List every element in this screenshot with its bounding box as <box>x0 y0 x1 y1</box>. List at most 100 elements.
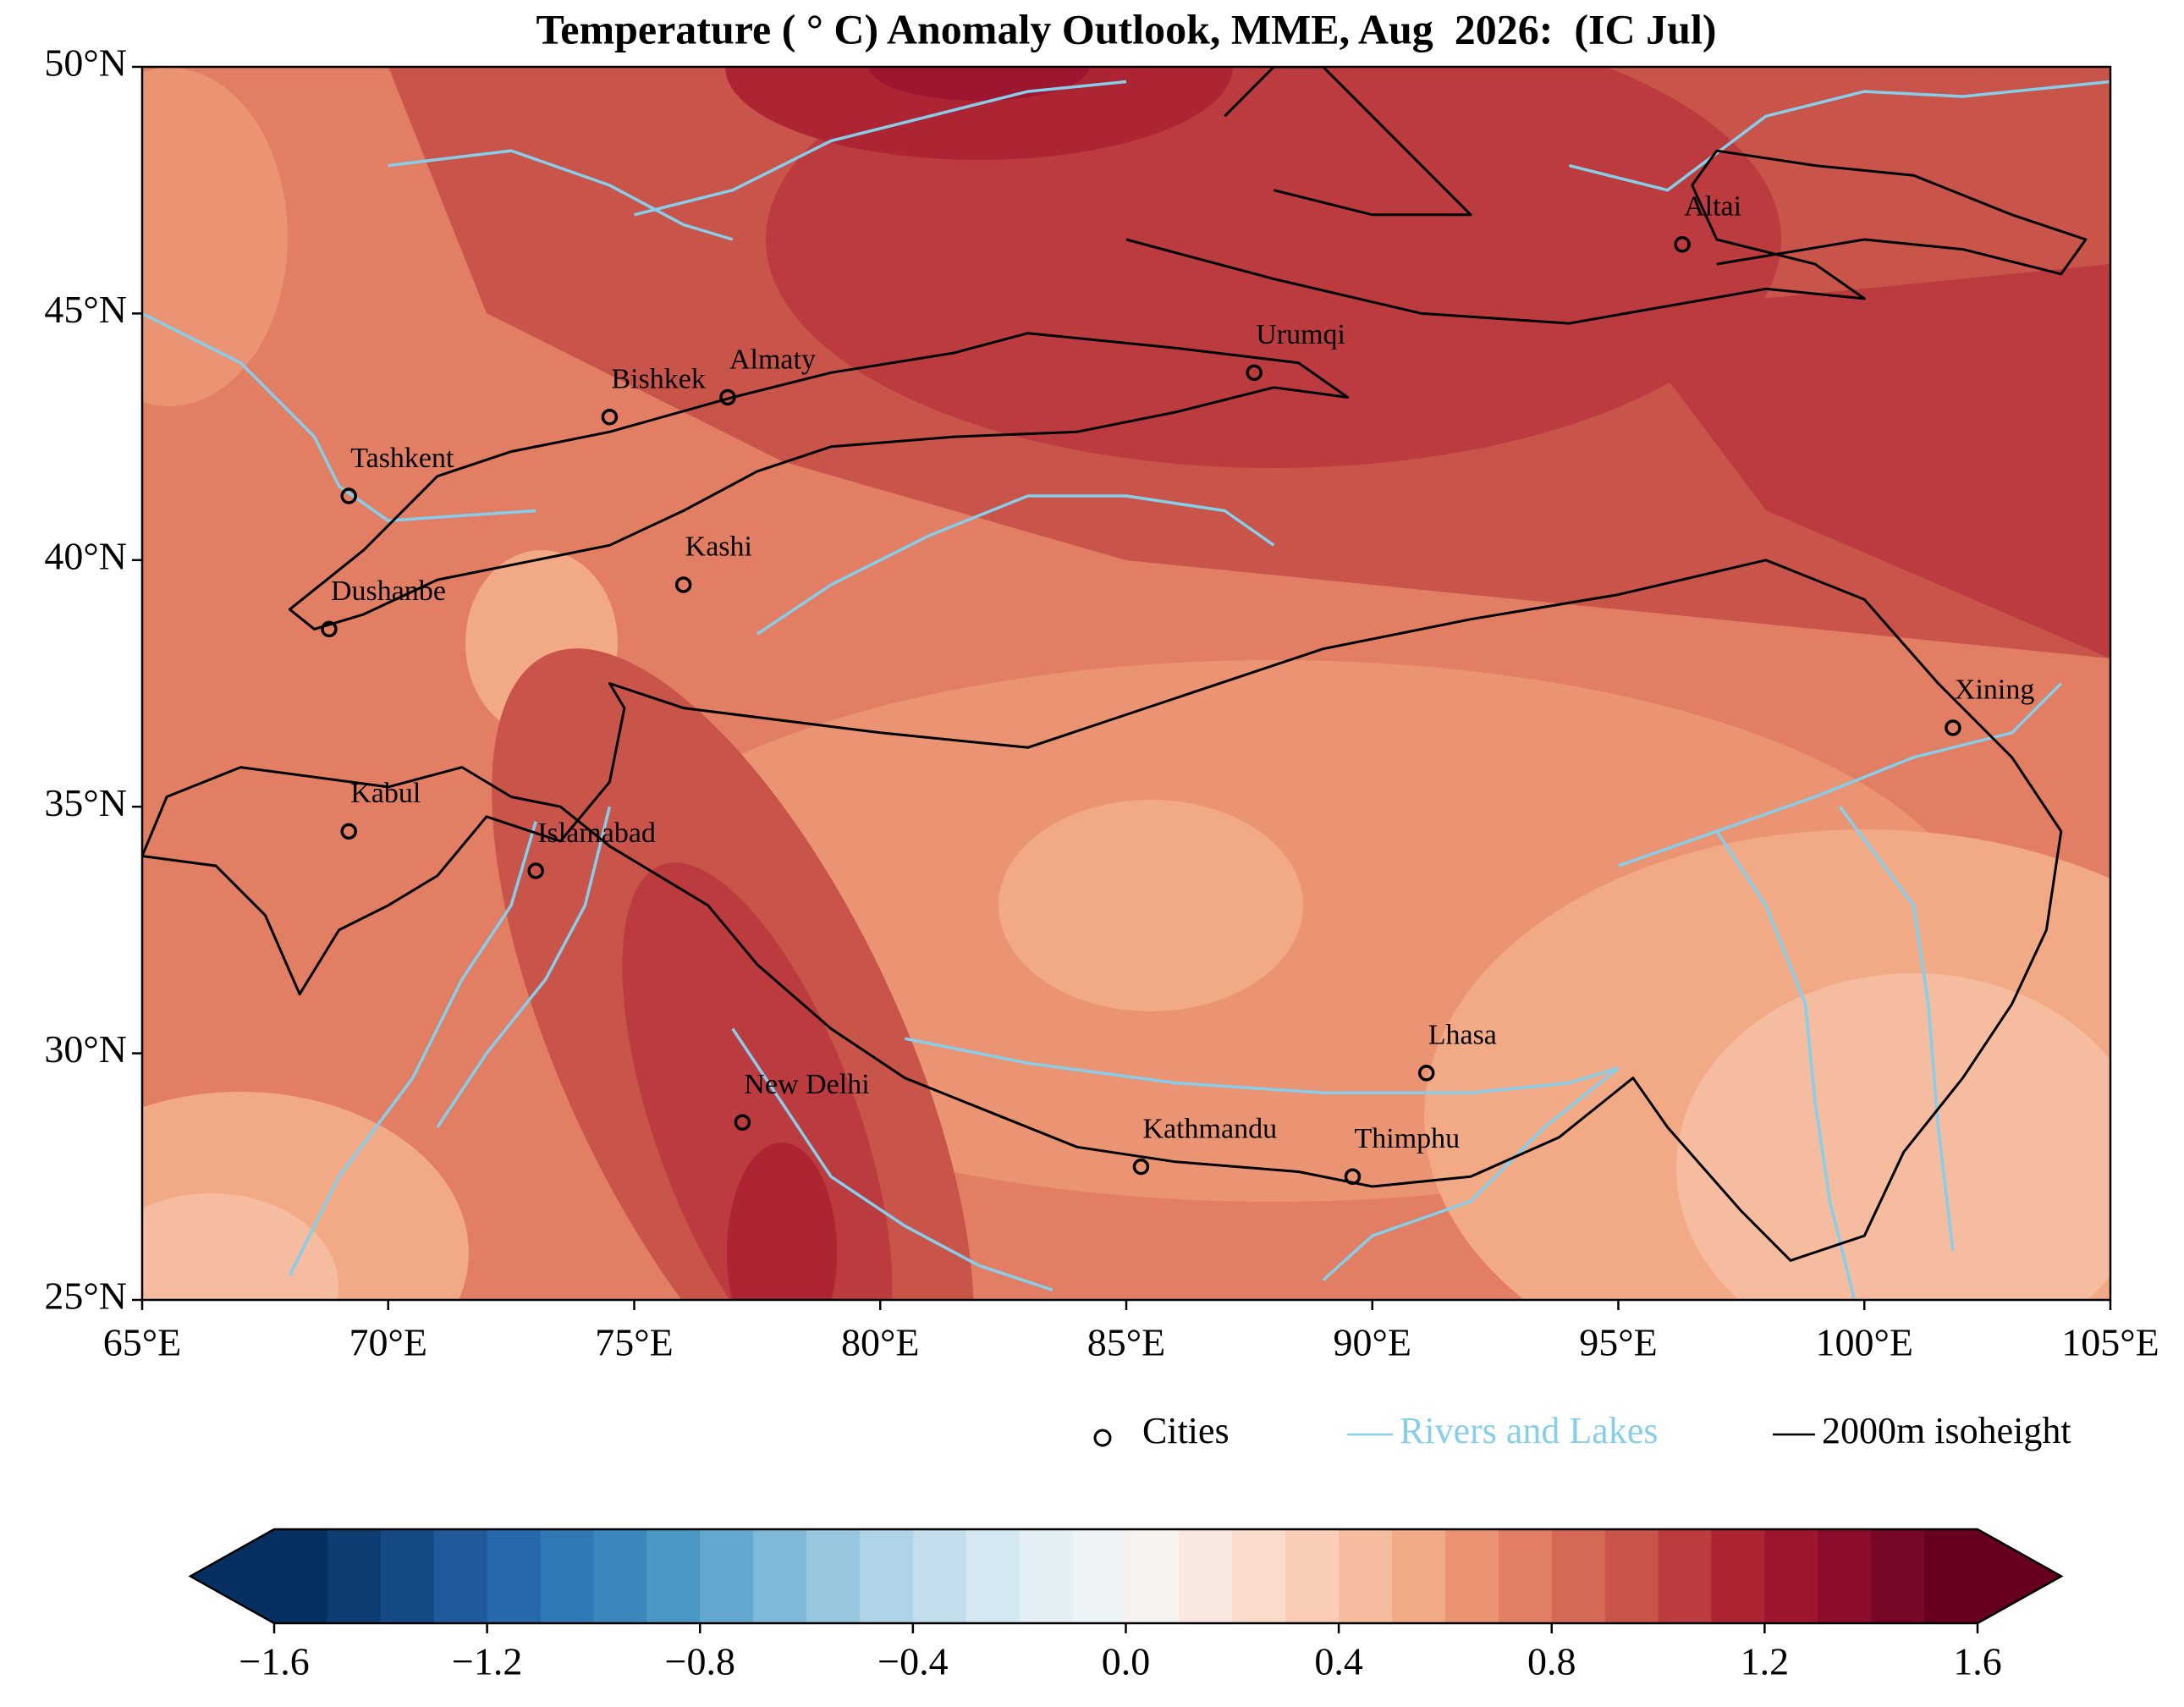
legend-label: Rivers and Lakes <box>1400 1410 1658 1451</box>
colorbar-bin <box>1392 1529 1446 1623</box>
river <box>388 149 734 241</box>
city-label: Kashi <box>685 531 752 563</box>
geo-lines <box>142 67 2110 1300</box>
y-tick-label: 35°N <box>44 781 127 824</box>
colorbar-bin <box>593 1529 647 1623</box>
city-marker <box>1132 1158 1150 1176</box>
river <box>436 806 612 1128</box>
city-marker <box>1417 1065 1435 1082</box>
city-marker <box>719 388 736 406</box>
colorbar-tick-label: 1.2 <box>1741 1640 1790 1683</box>
colorbar-bin <box>1924 1529 1978 1623</box>
colorbar-bin <box>1339 1529 1393 1623</box>
colorbar-bin <box>1232 1529 1286 1623</box>
legend-label: Cities <box>1142 1410 1230 1451</box>
colorbar-bin <box>965 1529 1020 1623</box>
colorbar-tick-label: −0.8 <box>665 1640 735 1683</box>
y-tick-label: 25°N <box>44 1275 127 1318</box>
city-marker <box>601 409 619 426</box>
river <box>904 1037 1620 1094</box>
colorbar-bin <box>1711 1529 1765 1623</box>
x-tick-label: 75°E <box>595 1321 674 1364</box>
y-tick-label: 45°N <box>44 288 127 331</box>
colorbar-tick-label: 0.8 <box>1527 1640 1576 1683</box>
colorbar-bin <box>274 1529 328 1623</box>
colorbar-bin <box>1498 1529 1553 1623</box>
city-label: Xining <box>1955 675 2034 706</box>
x-tick-label: 80°E <box>841 1321 920 1364</box>
colorbar-bin <box>1658 1529 1713 1623</box>
colorbar-extend-high <box>1977 1528 2063 1624</box>
colorbar-extend-low <box>189 1528 275 1624</box>
colorbar-bin <box>327 1529 382 1623</box>
city-marker <box>527 862 544 879</box>
colorbar-bin <box>1551 1529 1606 1623</box>
title: Temperature ( ° C) Anomaly Outlook, MME,… <box>536 5 1717 52</box>
colorbar-tick-label: 0.0 <box>1102 1640 1151 1683</box>
y-tick-label: 50°N <box>44 41 127 85</box>
x-tick-label: 65°E <box>103 1321 182 1364</box>
city-label: Islamabad <box>537 818 656 849</box>
colorbar-bin <box>700 1529 754 1623</box>
city-marker <box>734 1114 751 1131</box>
colorbar-bin <box>1179 1529 1233 1623</box>
x-tick-label: 85°E <box>1087 1321 1166 1364</box>
colorbar-tick-label: −1.6 <box>239 1640 309 1683</box>
colorbar-bin <box>753 1529 807 1623</box>
colorbar-bin <box>806 1529 861 1623</box>
city-marker <box>340 487 357 504</box>
colorbar-tick-label: 0.4 <box>1314 1640 1363 1683</box>
colorbar-bin <box>1604 1529 1659 1623</box>
colorbar-bin <box>380 1529 435 1623</box>
colorbar-bin <box>433 1529 488 1623</box>
city-label: Almaty <box>729 344 816 375</box>
x-tick-label: 100°E <box>1816 1321 1914 1364</box>
river <box>756 494 1275 636</box>
city-label: Urumqi <box>1256 319 1345 350</box>
isoheight-line <box>1224 67 1472 217</box>
legend-marker <box>1093 1429 1112 1447</box>
city-marker <box>674 576 692 593</box>
colorbar-tick-label: 1.6 <box>1953 1640 2002 1683</box>
x-tick-label: 95°E <box>1579 1321 1658 1364</box>
colorbar-bin <box>1125 1529 1180 1623</box>
y-tick-label: 30°N <box>44 1027 127 1071</box>
city-label: Bishkek <box>611 364 705 395</box>
colorbar-bin <box>646 1529 701 1623</box>
city-label: Thimphu <box>1354 1123 1460 1154</box>
legend-label: 2000m isoheight <box>1822 1410 2071 1451</box>
x-tick-label: 90°E <box>1334 1321 1412 1364</box>
city-label: Dushanbe <box>331 575 446 607</box>
y-tick-label: 40°N <box>44 534 127 577</box>
city-marker <box>1674 236 1691 253</box>
river <box>1715 830 1857 1300</box>
river <box>288 821 537 1276</box>
colorbar-bin <box>1019 1529 1074 1623</box>
river <box>634 80 1127 217</box>
colorbar-tick-label: −0.4 <box>877 1640 948 1683</box>
colorbar-bin <box>540 1529 595 1623</box>
city-label: New Delhi <box>744 1069 869 1100</box>
river <box>731 1027 1053 1291</box>
colorbar-bin <box>1444 1529 1499 1623</box>
colorbar-bin <box>859 1529 914 1623</box>
city-marker <box>1945 719 1961 736</box>
city-marker <box>321 620 338 638</box>
city-label: Kabul <box>350 778 421 809</box>
colorbar-bin <box>1818 1529 1872 1623</box>
city-label: Lhasa <box>1428 1020 1497 1051</box>
colorbar-bin <box>912 1529 967 1623</box>
x-tick-label: 105°E <box>2061 1321 2159 1364</box>
river <box>142 311 536 522</box>
city-marker <box>340 823 357 840</box>
river <box>1568 80 2110 192</box>
river <box>1617 682 2063 867</box>
city-label: Tashkent <box>350 443 454 474</box>
colorbar-bin <box>1871 1529 1925 1623</box>
isoheight-line <box>142 559 2063 1262</box>
colorbar-tick-label: −1.2 <box>452 1640 522 1683</box>
colorbar-bin <box>1764 1529 1818 1623</box>
isoheight-line <box>288 332 1350 630</box>
city-marker <box>1344 1168 1362 1186</box>
